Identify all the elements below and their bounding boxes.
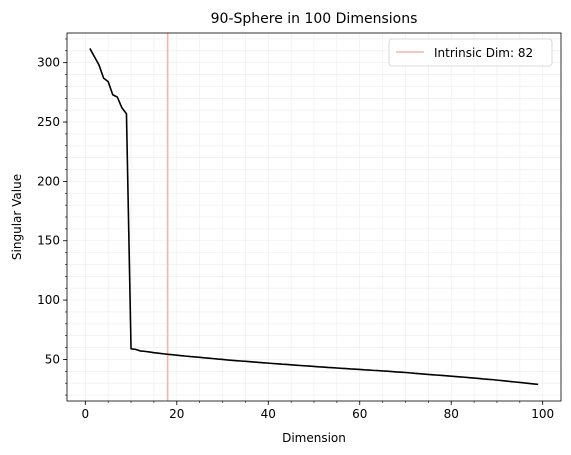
x-tick-label: 60 bbox=[352, 407, 367, 421]
ticks: 0 20 40 60 80 100 50 100 150 200 250 300 bbox=[37, 38, 554, 421]
x-tick-label: 20 bbox=[169, 407, 184, 421]
x-tick-label: 100 bbox=[531, 407, 554, 421]
legend-label: Intrinsic Dim: 82 bbox=[434, 46, 533, 60]
series-line bbox=[89, 48, 539, 386]
legend: Intrinsic Dim: 82 bbox=[388, 38, 553, 67]
x-axis-label: Dimension bbox=[282, 431, 346, 445]
grid bbox=[67, 33, 561, 401]
chart-title: 90-Sphere in 100 Dimensions bbox=[211, 11, 418, 27]
y-tick-label: 50 bbox=[45, 352, 60, 366]
x-tick-label: 80 bbox=[444, 407, 459, 421]
x-tick-label: 0 bbox=[81, 407, 89, 421]
x-tick-label: 40 bbox=[261, 407, 276, 421]
y-tick-label: 100 bbox=[37, 293, 60, 307]
y-tick-label: 200 bbox=[37, 174, 60, 188]
y-tick-label: 250 bbox=[37, 115, 60, 129]
legend-box bbox=[388, 38, 553, 67]
y-tick-label: 300 bbox=[37, 56, 60, 70]
y-tick-label: 150 bbox=[37, 234, 60, 248]
y-axis-label: Singular Value bbox=[10, 174, 24, 260]
